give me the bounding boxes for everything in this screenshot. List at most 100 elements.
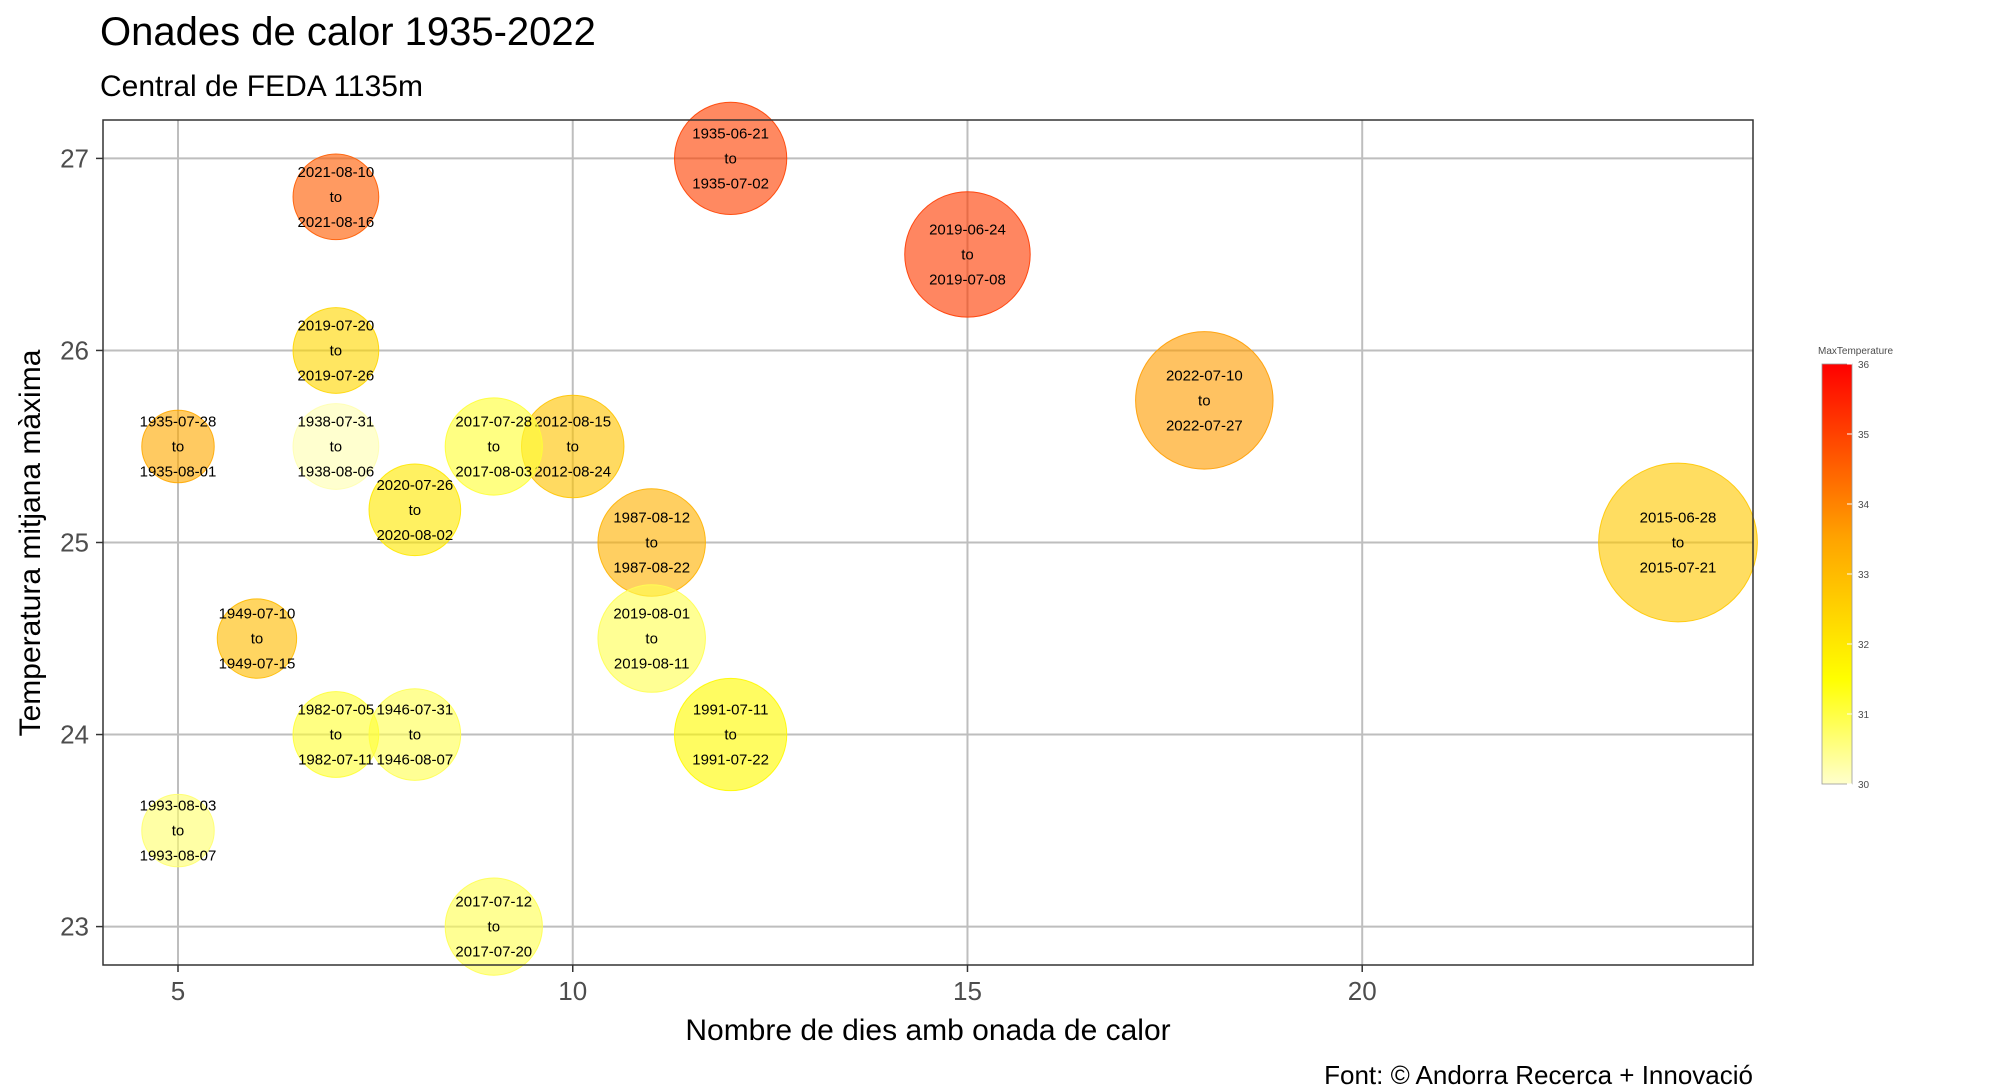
bubble-to-label: to bbox=[645, 535, 658, 552]
y-tick-label: 24 bbox=[60, 720, 89, 750]
bubble-circle bbox=[1135, 331, 1274, 470]
bubble-circle bbox=[674, 677, 788, 792]
heatwave-bubble: 2017-07-12 to 2017-07-20 bbox=[444, 877, 543, 976]
heatwave-bubble: 1993-08-03 to 1993-08-07 bbox=[140, 793, 217, 868]
bubble-circle bbox=[292, 307, 380, 394]
bubble-end-date: 2022-07-27 bbox=[1166, 417, 1243, 434]
source-caption: Font: © Andorra Recerca + Innovació bbox=[1324, 1060, 1753, 1090]
heatwave-bubble: 1946-07-31 to 1946-08-07 bbox=[368, 688, 462, 781]
bubble-start-date: 1935-07-28 bbox=[140, 413, 217, 430]
bubble-start-date: 2019-06-24 bbox=[929, 221, 1006, 238]
bubble-start-date: 2019-07-20 bbox=[298, 317, 375, 334]
bubble-circle bbox=[292, 403, 380, 490]
bubble-to-label: to bbox=[1672, 535, 1685, 552]
bubble-to-label: to bbox=[409, 502, 422, 519]
heatwave-bubble: 2012-08-15 to 2012-08-24 bbox=[521, 394, 625, 499]
bubble-start-date: 1938-07-31 bbox=[298, 413, 375, 430]
legend-tick-label: 32 bbox=[1858, 640, 1870, 651]
bubble-end-date: 1935-08-01 bbox=[140, 463, 217, 480]
color-legend: MaxTemperature 30 31 32 33 34 35 36 bbox=[1818, 346, 1893, 791]
heatwave-bubble: 2019-07-20 to 2019-07-26 bbox=[292, 307, 380, 394]
bubble-to-label: to bbox=[330, 189, 343, 206]
bubble-circle bbox=[597, 584, 706, 693]
x-axis-title: Nombre de dies amb onada de calor bbox=[685, 1014, 1170, 1047]
bubble-to-label: to bbox=[724, 150, 737, 167]
bubble-circle bbox=[674, 101, 788, 216]
bubble-circle bbox=[141, 793, 215, 868]
bubble-to-label: to bbox=[251, 631, 264, 648]
heatwave-bubble: 1982-07-05 to 1982-07-11 bbox=[292, 691, 380, 778]
bubble-circle bbox=[216, 598, 298, 679]
bubble-to-label: to bbox=[1198, 392, 1211, 409]
bubble-end-date: 2015-07-21 bbox=[1640, 560, 1717, 577]
heatwave-bubble: 1987-08-12 to 1987-08-22 bbox=[597, 488, 706, 597]
bubble-to-label: to bbox=[724, 727, 737, 744]
bubble-end-date: 1949-07-15 bbox=[219, 656, 296, 673]
bubble-to-label: to bbox=[961, 246, 974, 263]
bubble-start-date: 2022-07-10 bbox=[1166, 367, 1243, 384]
bubble-end-date: 2021-08-16 bbox=[298, 214, 375, 231]
heatwave-bubble: 1935-06-21 to 1935-07-02 bbox=[674, 101, 788, 216]
bubble-end-date: 1935-07-02 bbox=[692, 175, 769, 192]
bubble-end-date: 2012-08-24 bbox=[534, 463, 611, 480]
y-tick-label: 26 bbox=[60, 335, 89, 365]
x-tick-label: 10 bbox=[558, 976, 587, 1006]
bubble-start-date: 1982-07-05 bbox=[298, 702, 375, 719]
bubble-end-date: 1946-08-07 bbox=[376, 752, 453, 769]
bubble-start-date: 1935-06-21 bbox=[692, 125, 769, 142]
bubble-start-date: 2012-08-15 bbox=[534, 413, 611, 430]
heatwave-bubble: 2019-06-24 to 2019-07-08 bbox=[904, 191, 1031, 318]
bubble-end-date: 2019-07-08 bbox=[929, 271, 1006, 288]
bubble-start-date: 1987-08-12 bbox=[613, 510, 690, 527]
bubble-end-date: 1991-07-22 bbox=[692, 752, 769, 769]
bubble-start-date: 2019-08-01 bbox=[613, 606, 690, 623]
bubble-circle bbox=[141, 409, 215, 484]
bubble-end-date: 1993-08-07 bbox=[140, 848, 217, 865]
plot-area: 2015-06-28to2015-07-212022-07-10to2022-0… bbox=[102, 101, 1758, 976]
bubble-end-date: 2019-07-26 bbox=[298, 367, 375, 384]
legend-tick-label: 33 bbox=[1858, 570, 1870, 581]
bubble-start-date: 2020-07-26 bbox=[376, 477, 453, 494]
legend-tick-label: 36 bbox=[1858, 360, 1870, 371]
bubble-to-label: to bbox=[330, 438, 343, 455]
bubble-start-date: 2017-07-12 bbox=[455, 894, 532, 911]
bubble-to-label: to bbox=[409, 727, 422, 744]
bubble-circle bbox=[444, 877, 543, 976]
y-tick-label: 25 bbox=[60, 528, 89, 558]
bubble-circle bbox=[292, 153, 380, 241]
heatwave-bubble: 2015-06-28 to 2015-07-21 bbox=[1598, 462, 1758, 623]
bubble-end-date: 2019-08-11 bbox=[614, 656, 690, 673]
bubble-circle bbox=[1598, 462, 1758, 623]
heatwave-bubble: 1938-07-31 to 1938-08-06 bbox=[292, 403, 380, 490]
legend-tick-label: 34 bbox=[1858, 500, 1870, 511]
heatwave-bubble: 2017-07-28 to 2017-08-03 bbox=[444, 397, 543, 496]
bubble-start-date: 2021-08-10 bbox=[298, 164, 375, 181]
x-axis: 5 10 15 20 bbox=[171, 965, 1377, 1006]
bubble-circle bbox=[368, 463, 462, 557]
bubble-to-label: to bbox=[330, 727, 343, 744]
legend-title: MaxTemperature bbox=[1818, 346, 1893, 357]
bubble-start-date: 2015-06-28 bbox=[1640, 510, 1717, 527]
y-tick-label: 27 bbox=[60, 143, 89, 173]
bubble-circle bbox=[904, 191, 1031, 318]
legend-ticks: 30 31 32 33 34 35 36 bbox=[1847, 360, 1870, 791]
legend-tick-label: 31 bbox=[1858, 710, 1870, 721]
bubbles: 2015-06-28to2015-07-212022-07-10to2022-0… bbox=[140, 101, 1758, 976]
chart-subtitle: Central de FEDA 1135m bbox=[100, 70, 423, 103]
bubble-start-date: 1991-07-11 bbox=[693, 702, 769, 719]
bubble-to-label: to bbox=[172, 438, 185, 455]
bubble-to-label: to bbox=[488, 438, 501, 455]
heatwave-bubble: 2019-08-01 to 2019-08-11 bbox=[597, 584, 706, 693]
bubble-start-date: 2017-07-28 bbox=[455, 413, 532, 430]
bubble-to-label: to bbox=[566, 438, 579, 455]
heatwave-bubble: 2022-07-10 to 2022-07-27 bbox=[1135, 331, 1274, 470]
bubble-end-date: 2017-07-20 bbox=[455, 944, 532, 961]
chart-title: Onades de calor 1935-2022 bbox=[100, 10, 596, 54]
y-axis: 23 24 25 26 27 bbox=[60, 143, 103, 942]
legend-tick-label: 35 bbox=[1858, 430, 1870, 441]
bubble-to-label: to bbox=[488, 919, 501, 936]
bubble-circle bbox=[444, 397, 543, 496]
x-tick-label: 15 bbox=[953, 976, 982, 1006]
y-tick-label: 23 bbox=[60, 912, 89, 942]
bubble-end-date: 1938-08-06 bbox=[298, 463, 375, 480]
